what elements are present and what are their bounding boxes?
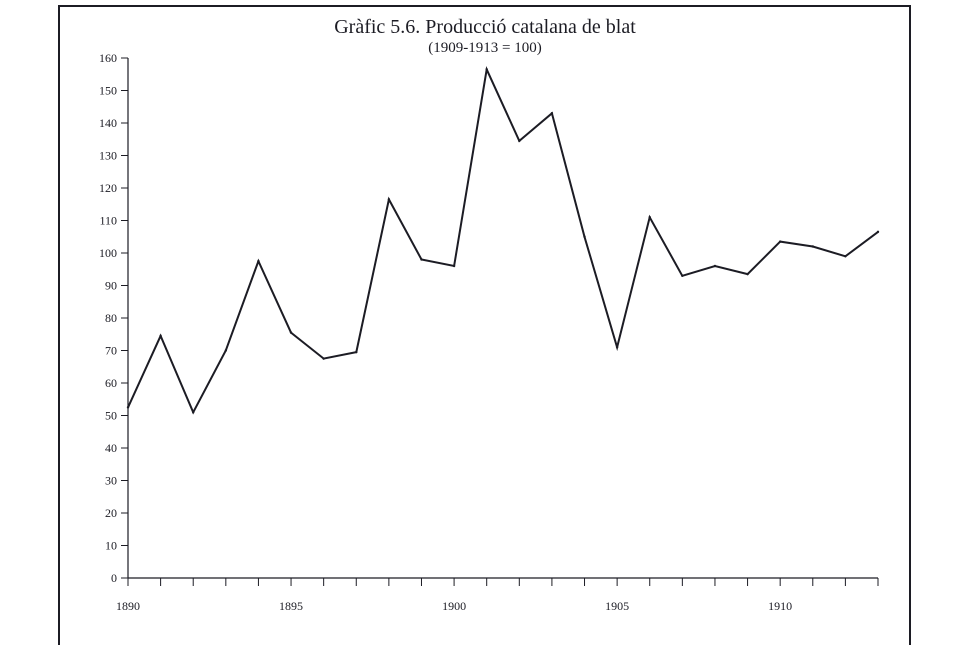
data-point (746, 272, 749, 276)
y-tick-label: 100 (99, 246, 117, 260)
x-tick-label: 1890 (116, 599, 140, 613)
data-point (192, 411, 195, 414)
data-point (289, 331, 293, 334)
x-tick-label: 1895 (279, 599, 303, 613)
y-tick-label: 160 (99, 51, 117, 65)
y-tick-label: 110 (99, 214, 117, 228)
axes: 0 10 20 30 40 50 60 70 80 90 100 110 120 130 140 150 160… (99, 51, 879, 613)
series-line (127, 66, 879, 415)
data-point (713, 264, 717, 268)
data-point (811, 245, 814, 248)
y-tick-label: 40 (105, 441, 117, 455)
y-tick-label: 80 (105, 311, 117, 325)
y-tick-label: 30 (105, 474, 117, 488)
chart-subtitle: (1909-1913 = 100) (428, 40, 542, 56)
data-point (224, 349, 228, 352)
y-tick-label: 10 (105, 539, 117, 553)
chart-frame (58, 5, 911, 645)
y-tick-label: 70 (105, 344, 117, 358)
x-tick-label: 1910 (768, 599, 792, 613)
y-tick-label: 60 (105, 376, 117, 390)
data-point (322, 357, 325, 360)
y-tick-label: 50 (105, 409, 117, 423)
data-point (648, 216, 651, 219)
data-point (257, 259, 260, 263)
x-tick-label: 1905 (605, 599, 629, 613)
y-tick-label: 130 (99, 149, 117, 163)
data-point (550, 112, 554, 115)
y-tick-label: 20 (105, 506, 117, 520)
data-point (485, 68, 488, 71)
data-point (420, 258, 423, 261)
data-point (615, 346, 619, 349)
chart-title: Gràfic 5.6. Producció catalana de blat (334, 16, 636, 38)
data-point (876, 230, 880, 234)
data-point (387, 198, 391, 201)
y-tick-label: 90 (105, 279, 117, 293)
data-point (681, 274, 684, 277)
y-tick-label: 0 (111, 571, 117, 585)
data-point (518, 139, 521, 143)
data-point (126, 406, 130, 409)
series-layer (126, 66, 880, 415)
x-tick-label: 1900 (442, 599, 466, 613)
y-tick-label: 150 (99, 84, 117, 98)
y-tick-label: 120 (99, 181, 117, 195)
data-point (452, 264, 456, 268)
data-point (355, 350, 358, 354)
data-point (844, 255, 847, 258)
data-point (778, 240, 782, 243)
data-point (159, 334, 162, 338)
y-tick-label: 140 (99, 116, 117, 130)
data-point (583, 235, 586, 238)
